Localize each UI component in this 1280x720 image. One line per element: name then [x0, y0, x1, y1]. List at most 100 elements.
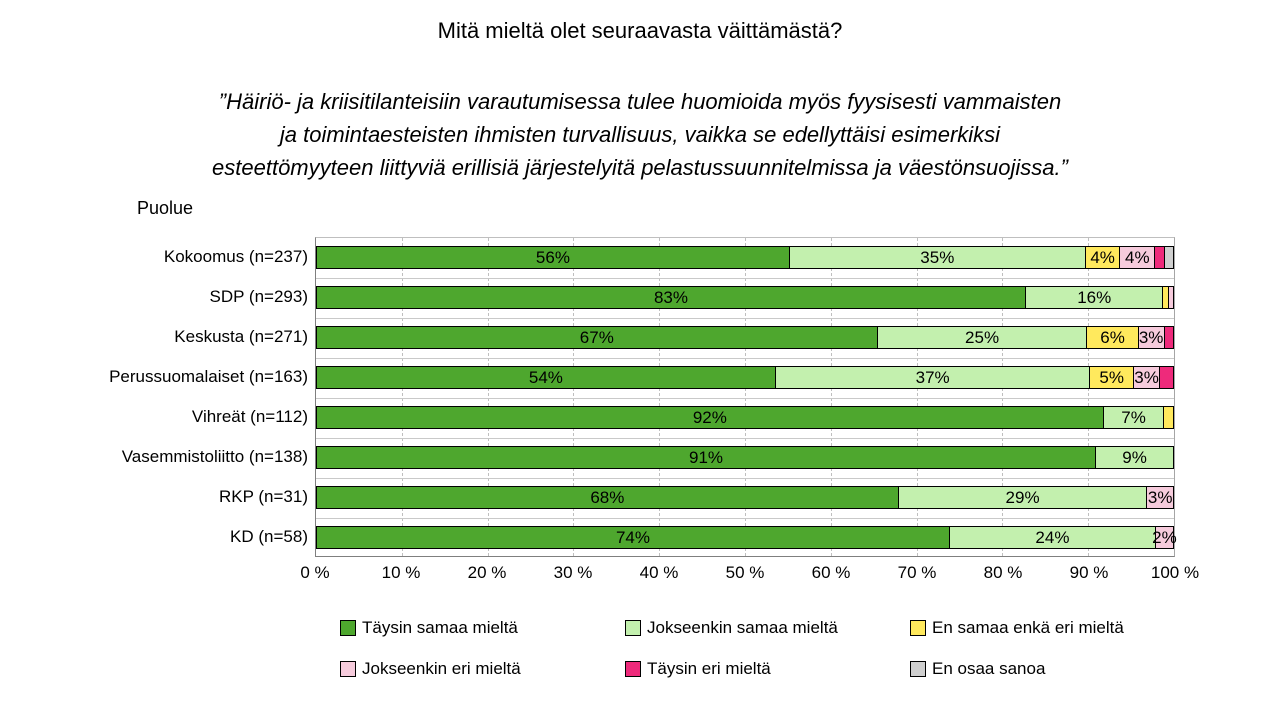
chart-subtitle: ”Häiriö- ja kriisitilanteisiin varautumi…	[0, 85, 1280, 184]
chart-title: Mitä mieltä olet seuraavasta väittämästä…	[437, 18, 843, 43]
tick-label: 10 %	[381, 563, 421, 582]
subtitle-line-3: esteettömyyteen liittyviä erillisiä järj…	[212, 155, 1068, 180]
tick-label: 50 %	[725, 563, 765, 582]
category-label: Perussuomalaiset (n=163)	[109, 367, 308, 386]
gridline	[830, 238, 832, 556]
bar-segment-label: 2%	[1152, 528, 1177, 547]
legend-swatch	[910, 620, 926, 636]
bar-row: 67% 25% 6% 3%	[316, 326, 1175, 349]
bar-segment-label: 83%	[653, 288, 688, 307]
legend-item: Jokseenkin eri mieltä	[340, 659, 625, 678]
bar-segment-label: 24%	[1035, 528, 1070, 547]
bar-segment-label: 4%	[1090, 248, 1115, 267]
gridline	[487, 238, 489, 556]
bar-segment-label: 9%	[1122, 448, 1147, 467]
bar-row: 92% 7%	[316, 406, 1175, 429]
bar-segment: 3%	[1146, 486, 1174, 509]
bar-segment-label: 6%	[1100, 328, 1125, 347]
x-axis-tick-labels: 0 % 10 % 20 % 30 % 40 % 50 % 60 % 70 % 80 % 90 % 1…	[0, 563, 1280, 585]
gridline	[1002, 238, 1004, 556]
bar-segment-label: 7%	[1121, 408, 1146, 427]
bar-segment-label: 68%	[590, 488, 625, 507]
gridline-horizontal	[316, 478, 1174, 479]
bar-segment: 25%	[876, 326, 1088, 349]
bar-segment: 3%	[1137, 326, 1165, 349]
bar-segment-label: 25%	[965, 328, 1000, 347]
legend: Täysin samaa mieltä Jokseenkin samaa miel…	[340, 618, 1195, 678]
bar-segment: 56%	[316, 246, 790, 269]
bar-segment: 16%	[1024, 286, 1164, 309]
plot-area: 56% 35% 4% 4% 83% 16% 67% 25% 6% 3% 54% 37% 5% 3% 92% 7…	[315, 237, 1177, 557]
bar-row: 56% 35% 4% 4%	[316, 246, 1174, 269]
bar-segment	[1159, 366, 1175, 389]
legend-label: En osaa sanoa	[932, 659, 1046, 678]
gridline-horizontal	[316, 358, 1174, 359]
bar-segment-label: 56%	[535, 248, 570, 267]
legend-swatch	[625, 661, 641, 677]
legend-item: Täysin eri mieltä	[625, 659, 910, 678]
category-label: Kokoomus (n=237)	[163, 247, 308, 266]
bar-segment: 3%	[1132, 366, 1161, 389]
bar-segment-label: 16%	[1077, 288, 1112, 307]
legend-item: Täysin samaa mieltä	[340, 618, 625, 637]
bar-segment	[1163, 326, 1175, 349]
category-label: KD (n=58)	[230, 527, 308, 546]
tick-label: 40 %	[639, 563, 679, 582]
gridline-horizontal	[316, 398, 1174, 399]
bar-segment-label: 54%	[528, 368, 563, 387]
legend-swatch	[340, 620, 356, 636]
gridline	[401, 238, 403, 556]
bar-segment: 54%	[316, 366, 776, 389]
bar-segment-label: 67%	[579, 328, 614, 347]
tick-label: 90 %	[1069, 563, 1109, 582]
category-label: Vihreät (n=112)	[191, 407, 308, 426]
bar-segment: 5%	[1089, 366, 1134, 389]
bar-segment-label: 35%	[920, 248, 955, 267]
bar-segment-label: 91%	[689, 448, 724, 467]
bar-segment: 83%	[316, 286, 1026, 309]
bar-segment: 4%	[1119, 246, 1156, 269]
bar-row: 83% 16%	[316, 286, 1174, 309]
category-labels: Kokoomus (n=237) SDP (n=293) Keskusta (n=2…	[40, 237, 308, 557]
bar-segment	[1163, 246, 1174, 269]
bar-segment	[1167, 286, 1174, 309]
category-label: Keskusta (n=271)	[174, 327, 308, 346]
bar-segment-label: 29%	[1005, 488, 1040, 507]
tick-label: 80 %	[983, 563, 1023, 582]
tick-label: 60 %	[811, 563, 851, 582]
bar-segment: 91%	[316, 446, 1097, 469]
legend-label: Jokseenkin eri mieltä	[362, 659, 521, 678]
bar-row: 91% 9%	[316, 446, 1174, 469]
category-label: RKP (n=31)	[219, 487, 308, 506]
legend-label: Täysin samaa mieltä	[362, 618, 518, 637]
legend-item: En osaa sanoa	[910, 659, 1195, 678]
gridline-horizontal	[316, 318, 1174, 319]
bar-segment: 29%	[897, 486, 1148, 509]
legend-label: En samaa enkä eri mieltä	[932, 618, 1124, 637]
tick-label: 100 %	[1150, 563, 1200, 582]
bar-segment-label: 5%	[1099, 368, 1124, 387]
bar-segment-label: 4%	[1125, 248, 1150, 267]
gridline-horizontal	[316, 278, 1174, 279]
legend-label: Jokseenkin samaa mieltä	[647, 618, 838, 637]
tick-label: 20 %	[467, 563, 507, 582]
bar-segment: 74%	[316, 526, 950, 549]
category-label: Vasemmistoliitto (n=138)	[121, 447, 308, 466]
gridline-horizontal	[316, 438, 1174, 439]
legend-item: Jokseenkin samaa mieltä	[625, 618, 910, 637]
gridline	[745, 238, 746, 556]
legend-swatch	[340, 661, 356, 677]
bar-segment: 37%	[774, 366, 1091, 389]
gridline	[1088, 238, 1090, 556]
bar-segment-label: 74%	[615, 528, 650, 547]
legend-item: En samaa enkä eri mieltä	[910, 618, 1195, 637]
bar-segment: 9%	[1095, 446, 1174, 469]
bar-row: 74% 24% 2%	[316, 526, 1177, 549]
category-label: SDP (n=293)	[209, 287, 308, 306]
bar-segment-label: 37%	[915, 368, 950, 387]
bar-segment: 68%	[316, 486, 899, 509]
bar-segment: 24%	[948, 526, 1156, 549]
tick-label: 30 %	[553, 563, 593, 582]
bar-segment: 67%	[316, 326, 878, 349]
